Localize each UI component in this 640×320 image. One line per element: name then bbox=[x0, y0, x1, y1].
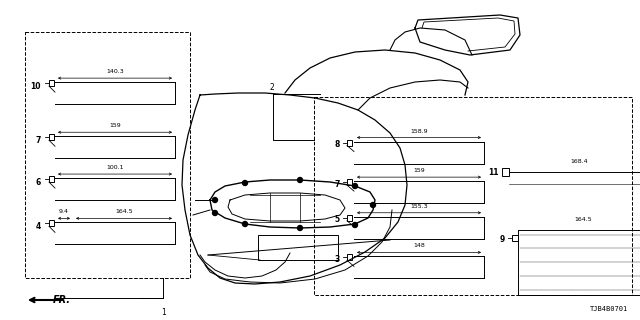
Text: 100.1: 100.1 bbox=[106, 165, 124, 170]
Text: 2: 2 bbox=[270, 83, 275, 92]
Text: 164.5: 164.5 bbox=[574, 217, 592, 221]
Bar bbox=[347, 215, 352, 221]
Text: 140.3: 140.3 bbox=[106, 69, 124, 74]
Circle shape bbox=[243, 221, 248, 227]
Text: 164.5: 164.5 bbox=[115, 209, 133, 214]
Bar bbox=[502, 168, 509, 176]
Circle shape bbox=[353, 222, 358, 228]
Text: 168.4: 168.4 bbox=[570, 159, 588, 164]
Text: 6: 6 bbox=[36, 178, 41, 187]
Text: 8: 8 bbox=[335, 140, 340, 149]
Text: 5: 5 bbox=[335, 215, 340, 224]
Text: 159: 159 bbox=[109, 123, 121, 128]
Text: 7: 7 bbox=[36, 136, 41, 145]
Bar bbox=[49, 80, 54, 86]
Bar bbox=[518, 229, 640, 294]
Text: 10: 10 bbox=[31, 82, 41, 91]
Circle shape bbox=[353, 183, 358, 188]
Circle shape bbox=[298, 226, 303, 230]
Text: 3: 3 bbox=[335, 255, 340, 264]
Bar bbox=[347, 179, 352, 185]
Text: 7: 7 bbox=[335, 180, 340, 188]
Text: 158.9: 158.9 bbox=[410, 129, 428, 133]
Circle shape bbox=[243, 180, 248, 186]
Circle shape bbox=[212, 197, 218, 203]
Bar bbox=[512, 235, 518, 241]
Bar bbox=[314, 97, 632, 295]
Text: 9.4: 9.4 bbox=[59, 209, 69, 214]
Text: 159: 159 bbox=[413, 168, 425, 173]
Bar bbox=[347, 140, 352, 146]
Text: 148: 148 bbox=[413, 244, 425, 248]
Text: 11: 11 bbox=[488, 168, 499, 177]
Text: 155.3: 155.3 bbox=[410, 204, 428, 209]
Text: 1: 1 bbox=[161, 308, 166, 317]
Bar bbox=[258, 235, 338, 260]
Bar bbox=[49, 176, 54, 182]
Text: 4: 4 bbox=[36, 222, 41, 231]
Bar bbox=[347, 254, 352, 260]
Text: 9: 9 bbox=[500, 235, 505, 244]
Bar bbox=[49, 220, 54, 226]
Bar bbox=[25, 32, 190, 278]
Bar bbox=[49, 134, 54, 140]
Circle shape bbox=[371, 203, 376, 207]
Text: TJB4B0701: TJB4B0701 bbox=[589, 306, 628, 312]
Circle shape bbox=[212, 211, 218, 215]
Circle shape bbox=[298, 178, 303, 182]
Text: FR.: FR. bbox=[53, 295, 71, 305]
